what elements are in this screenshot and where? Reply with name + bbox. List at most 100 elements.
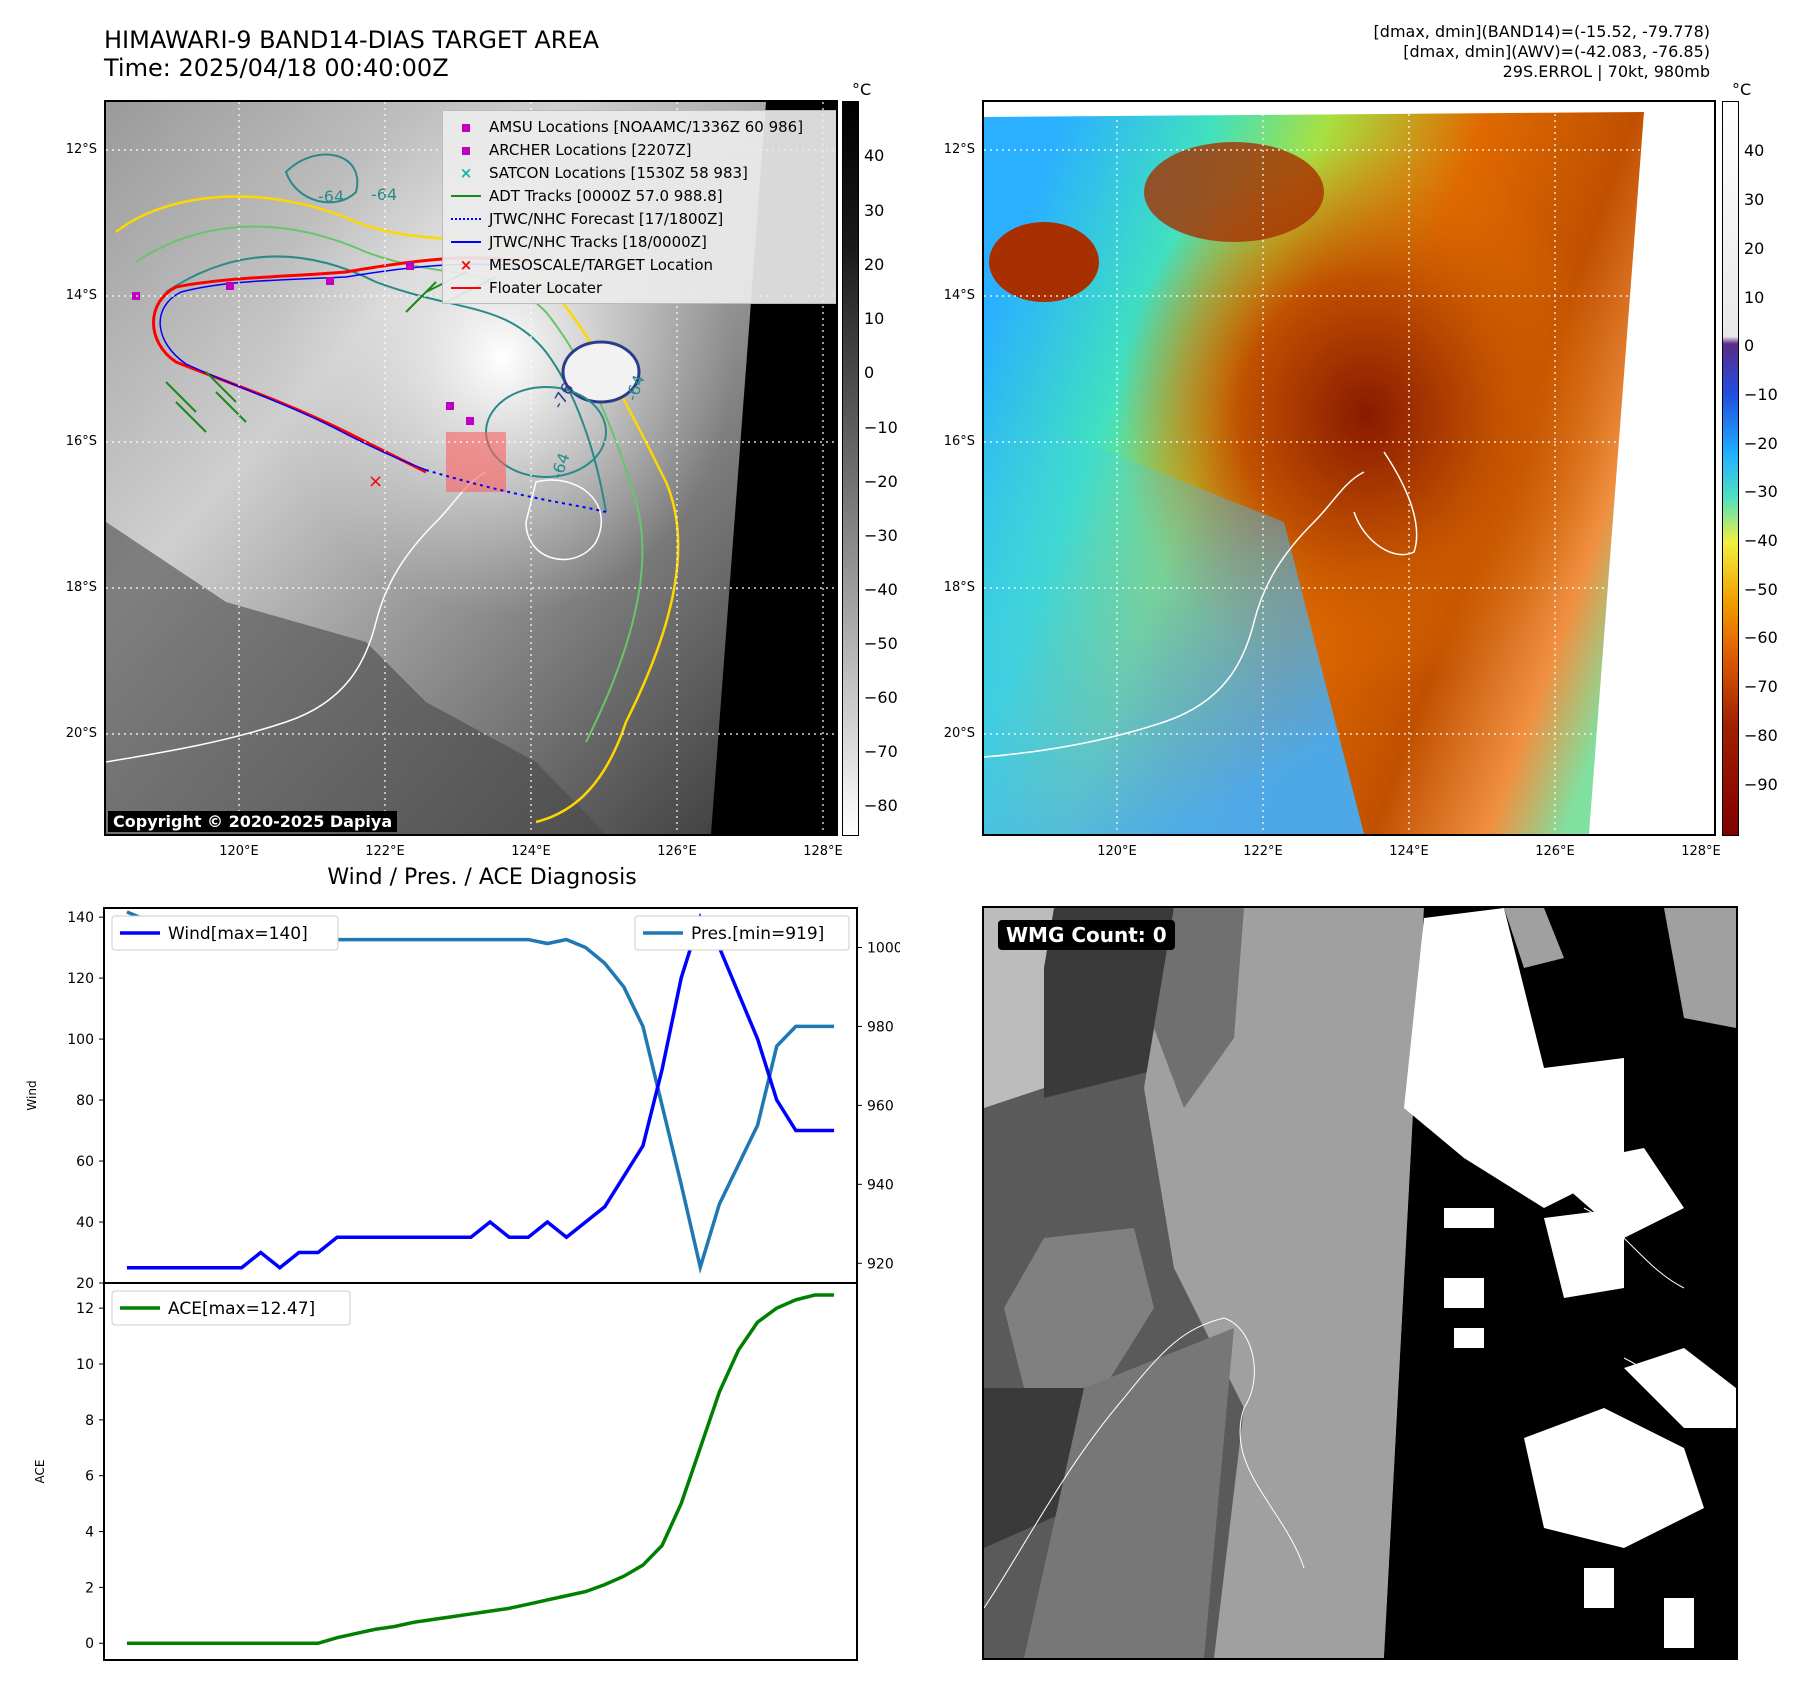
legend-label: JTWC/NHC Tracks [18/0000Z] bbox=[489, 232, 707, 251]
y-tick-label: 120 bbox=[67, 971, 94, 987]
colorbar-tick-label: 0 bbox=[1744, 336, 1755, 355]
legend-marker-icon bbox=[449, 210, 483, 228]
lon-label: 128°E bbox=[1681, 844, 1721, 859]
ace-series-line bbox=[126, 1293, 835, 1645]
colorbar-tick-label: −80 bbox=[864, 796, 898, 815]
contour-label: -64 bbox=[318, 187, 344, 206]
colorbar-tick-label: −10 bbox=[1744, 385, 1778, 404]
lat-label: 12°S bbox=[943, 142, 975, 157]
colorbar-tick-label: −30 bbox=[864, 526, 898, 545]
y-tick-label: 20 bbox=[76, 1276, 94, 1292]
legend-entry: AMSU Locations [NOAAMC/1336Z 60 986] bbox=[449, 115, 836, 138]
copyright-label: Copyright © 2020-2025 Dapiya bbox=[108, 811, 398, 832]
y-tick-label: 12 bbox=[76, 1301, 94, 1317]
colorbar-gray bbox=[842, 101, 859, 836]
ace-axis-label: ACE bbox=[33, 1460, 47, 1484]
pres-legend-box bbox=[634, 915, 850, 951]
colorbar-tick-label: 10 bbox=[864, 309, 885, 328]
legend-entry: × MESOSCALE/TARGET Location bbox=[449, 253, 836, 276]
colorbar-tick-label: −50 bbox=[864, 634, 898, 653]
y-tick-label: 6 bbox=[85, 1469, 94, 1485]
wind-pres-axes-frame bbox=[103, 907, 858, 1284]
ir-map-panel: × -64 -64 -76 -64 -64 AMSU Locations [NO… bbox=[104, 100, 838, 836]
lat-label: 20°S bbox=[65, 726, 97, 741]
color-map-image bbox=[984, 102, 1714, 834]
map-title: HIMAWARI-9 BAND14-DIAS TARGET AREA Time:… bbox=[104, 26, 599, 82]
y-tick-label: 140 bbox=[67, 910, 94, 926]
lon-label: 126°E bbox=[1535, 844, 1575, 859]
lat-label: 20°S bbox=[943, 726, 975, 741]
wmg-image bbox=[984, 908, 1736, 1658]
y-right-tick-label: 980 bbox=[867, 1019, 894, 1035]
colorbar-tick-label: −70 bbox=[1744, 677, 1778, 696]
colorbar-tick-label: −40 bbox=[1744, 531, 1778, 550]
lat-label: 18°S bbox=[65, 580, 97, 595]
legend-label: ARCHER Locations [2207Z] bbox=[489, 140, 692, 159]
ace-legend-label: ACE[max=12.47] bbox=[168, 1299, 315, 1319]
lon-label: 124°E bbox=[1389, 844, 1429, 859]
y-tick-label: 0 bbox=[85, 1636, 94, 1652]
colorbar-tick-label: −20 bbox=[864, 472, 898, 491]
legend-marker-icon bbox=[449, 279, 483, 297]
lat-label: 16°S bbox=[943, 434, 975, 449]
legend-label: Floater Locater bbox=[489, 278, 603, 297]
lon-label: 128°E bbox=[803, 844, 843, 859]
colorbar-tick-label: −40 bbox=[864, 580, 898, 599]
wind-legend-label: Wind[max=140] bbox=[168, 924, 308, 944]
map-legend: AMSU Locations [NOAAMC/1336Z 60 986] ARCH… bbox=[442, 110, 836, 304]
y-tick-label: 2 bbox=[85, 1580, 94, 1596]
lat-label: 18°S bbox=[943, 580, 975, 595]
wind-series-line bbox=[126, 912, 835, 1270]
diagnosis-chart: 204060801001201409209409609801000WindPre… bbox=[25, 907, 900, 1661]
pres-legend-label: Pres.[min=919] bbox=[691, 924, 824, 944]
colorbar-tick-label: −10 bbox=[864, 418, 898, 437]
ace-legend-box bbox=[111, 1290, 351, 1326]
lon-label: 122°E bbox=[365, 844, 405, 859]
y-tick-label: 80 bbox=[76, 1093, 94, 1109]
svg-text:×: × bbox=[368, 471, 383, 492]
colorbar-color bbox=[1722, 101, 1739, 836]
colorbar-tick-label: −70 bbox=[864, 742, 898, 761]
info-line-3: 29S.ERROL | 70kt, 980mb bbox=[1502, 62, 1710, 81]
legend-marker-icon bbox=[449, 187, 483, 205]
legend-entry: × SATCON Locations [1530Z 58 983] bbox=[449, 161, 836, 184]
y-tick-label: 40 bbox=[76, 1215, 94, 1231]
colorbar-tick-label: −30 bbox=[1744, 482, 1778, 501]
y-tick-label: 10 bbox=[76, 1357, 94, 1373]
colorbar-tick-label: 30 bbox=[1744, 190, 1765, 209]
lat-label: 14°S bbox=[943, 288, 975, 303]
legend-marker-icon bbox=[449, 233, 483, 251]
lon-label: 122°E bbox=[1243, 844, 1283, 859]
colorbar-gray-unit: °C bbox=[852, 80, 872, 99]
info-line-2: [dmax, dmin](AWV)=(-42.083, -76.85) bbox=[1403, 42, 1710, 61]
y-axis-label: Wind bbox=[25, 1080, 39, 1110]
lat-label: 12°S bbox=[65, 142, 97, 157]
colorbar-tick-label: 20 bbox=[864, 255, 885, 274]
wind-legend-box bbox=[111, 915, 339, 951]
ace-axes-frame bbox=[103, 1282, 858, 1661]
colorbar-tick-label: 20 bbox=[1744, 239, 1765, 258]
info-line-1: [dmax, dmin](BAND14)=(-15.52, -79.778) bbox=[1373, 22, 1710, 41]
lat-label: 16°S bbox=[65, 434, 97, 449]
lon-label: 126°E bbox=[657, 844, 697, 859]
colorbar-tick-label: −90 bbox=[1744, 775, 1778, 794]
colorbar-tick-label: −60 bbox=[1744, 628, 1778, 647]
colorbar-tick-label: −60 bbox=[864, 688, 898, 707]
legend-label: SATCON Locations [1530Z 58 983] bbox=[489, 163, 748, 182]
colorbar-color-unit: °C bbox=[1732, 80, 1752, 99]
colorbar-tick-label: −50 bbox=[1744, 580, 1778, 599]
legend-label: AMSU Locations [NOAAMC/1336Z 60 986] bbox=[489, 117, 804, 136]
colorbar-tick-label: 40 bbox=[864, 146, 885, 165]
y-right-tick-label: 940 bbox=[867, 1177, 894, 1193]
contour-label: -64 bbox=[371, 185, 397, 204]
y-tick-label: 4 bbox=[85, 1525, 94, 1541]
legend-label: JTWC/NHC Forecast [17/1800Z] bbox=[489, 209, 724, 228]
storm-info: [dmax, dmin](BAND14)=(-15.52, -79.778) [… bbox=[1010, 22, 1710, 82]
legend-marker-icon bbox=[449, 141, 483, 159]
wmg-panel: WMG Count: 0 bbox=[982, 906, 1738, 1660]
legend-entry: ARCHER Locations [2207Z] bbox=[449, 138, 836, 161]
title-line-2: Time: 2025/04/18 00:40:00Z bbox=[104, 54, 449, 82]
color-map-panel bbox=[982, 100, 1716, 836]
y-right-tick-label: 1000 bbox=[867, 940, 900, 956]
y-tick-label: 8 bbox=[85, 1413, 94, 1429]
